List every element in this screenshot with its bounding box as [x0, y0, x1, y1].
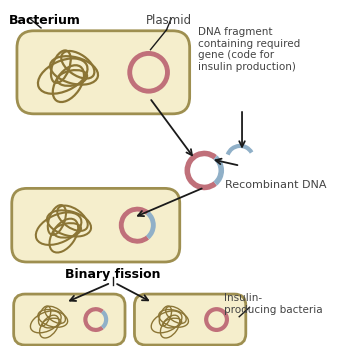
- Text: Bacterium: Bacterium: [9, 14, 81, 27]
- Text: DNA fragment
containing required
gene (code for
insulin production): DNA fragment containing required gene (c…: [198, 27, 300, 72]
- FancyBboxPatch shape: [12, 188, 180, 262]
- Text: Insulin-
producing bacteria: Insulin- producing bacteria: [224, 293, 323, 315]
- Text: Plasmid: Plasmid: [146, 14, 192, 27]
- FancyBboxPatch shape: [17, 31, 190, 114]
- Text: Binary fission: Binary fission: [65, 268, 161, 281]
- FancyBboxPatch shape: [13, 294, 125, 345]
- Text: Recombinant DNA: Recombinant DNA: [225, 180, 327, 190]
- FancyBboxPatch shape: [135, 294, 246, 345]
